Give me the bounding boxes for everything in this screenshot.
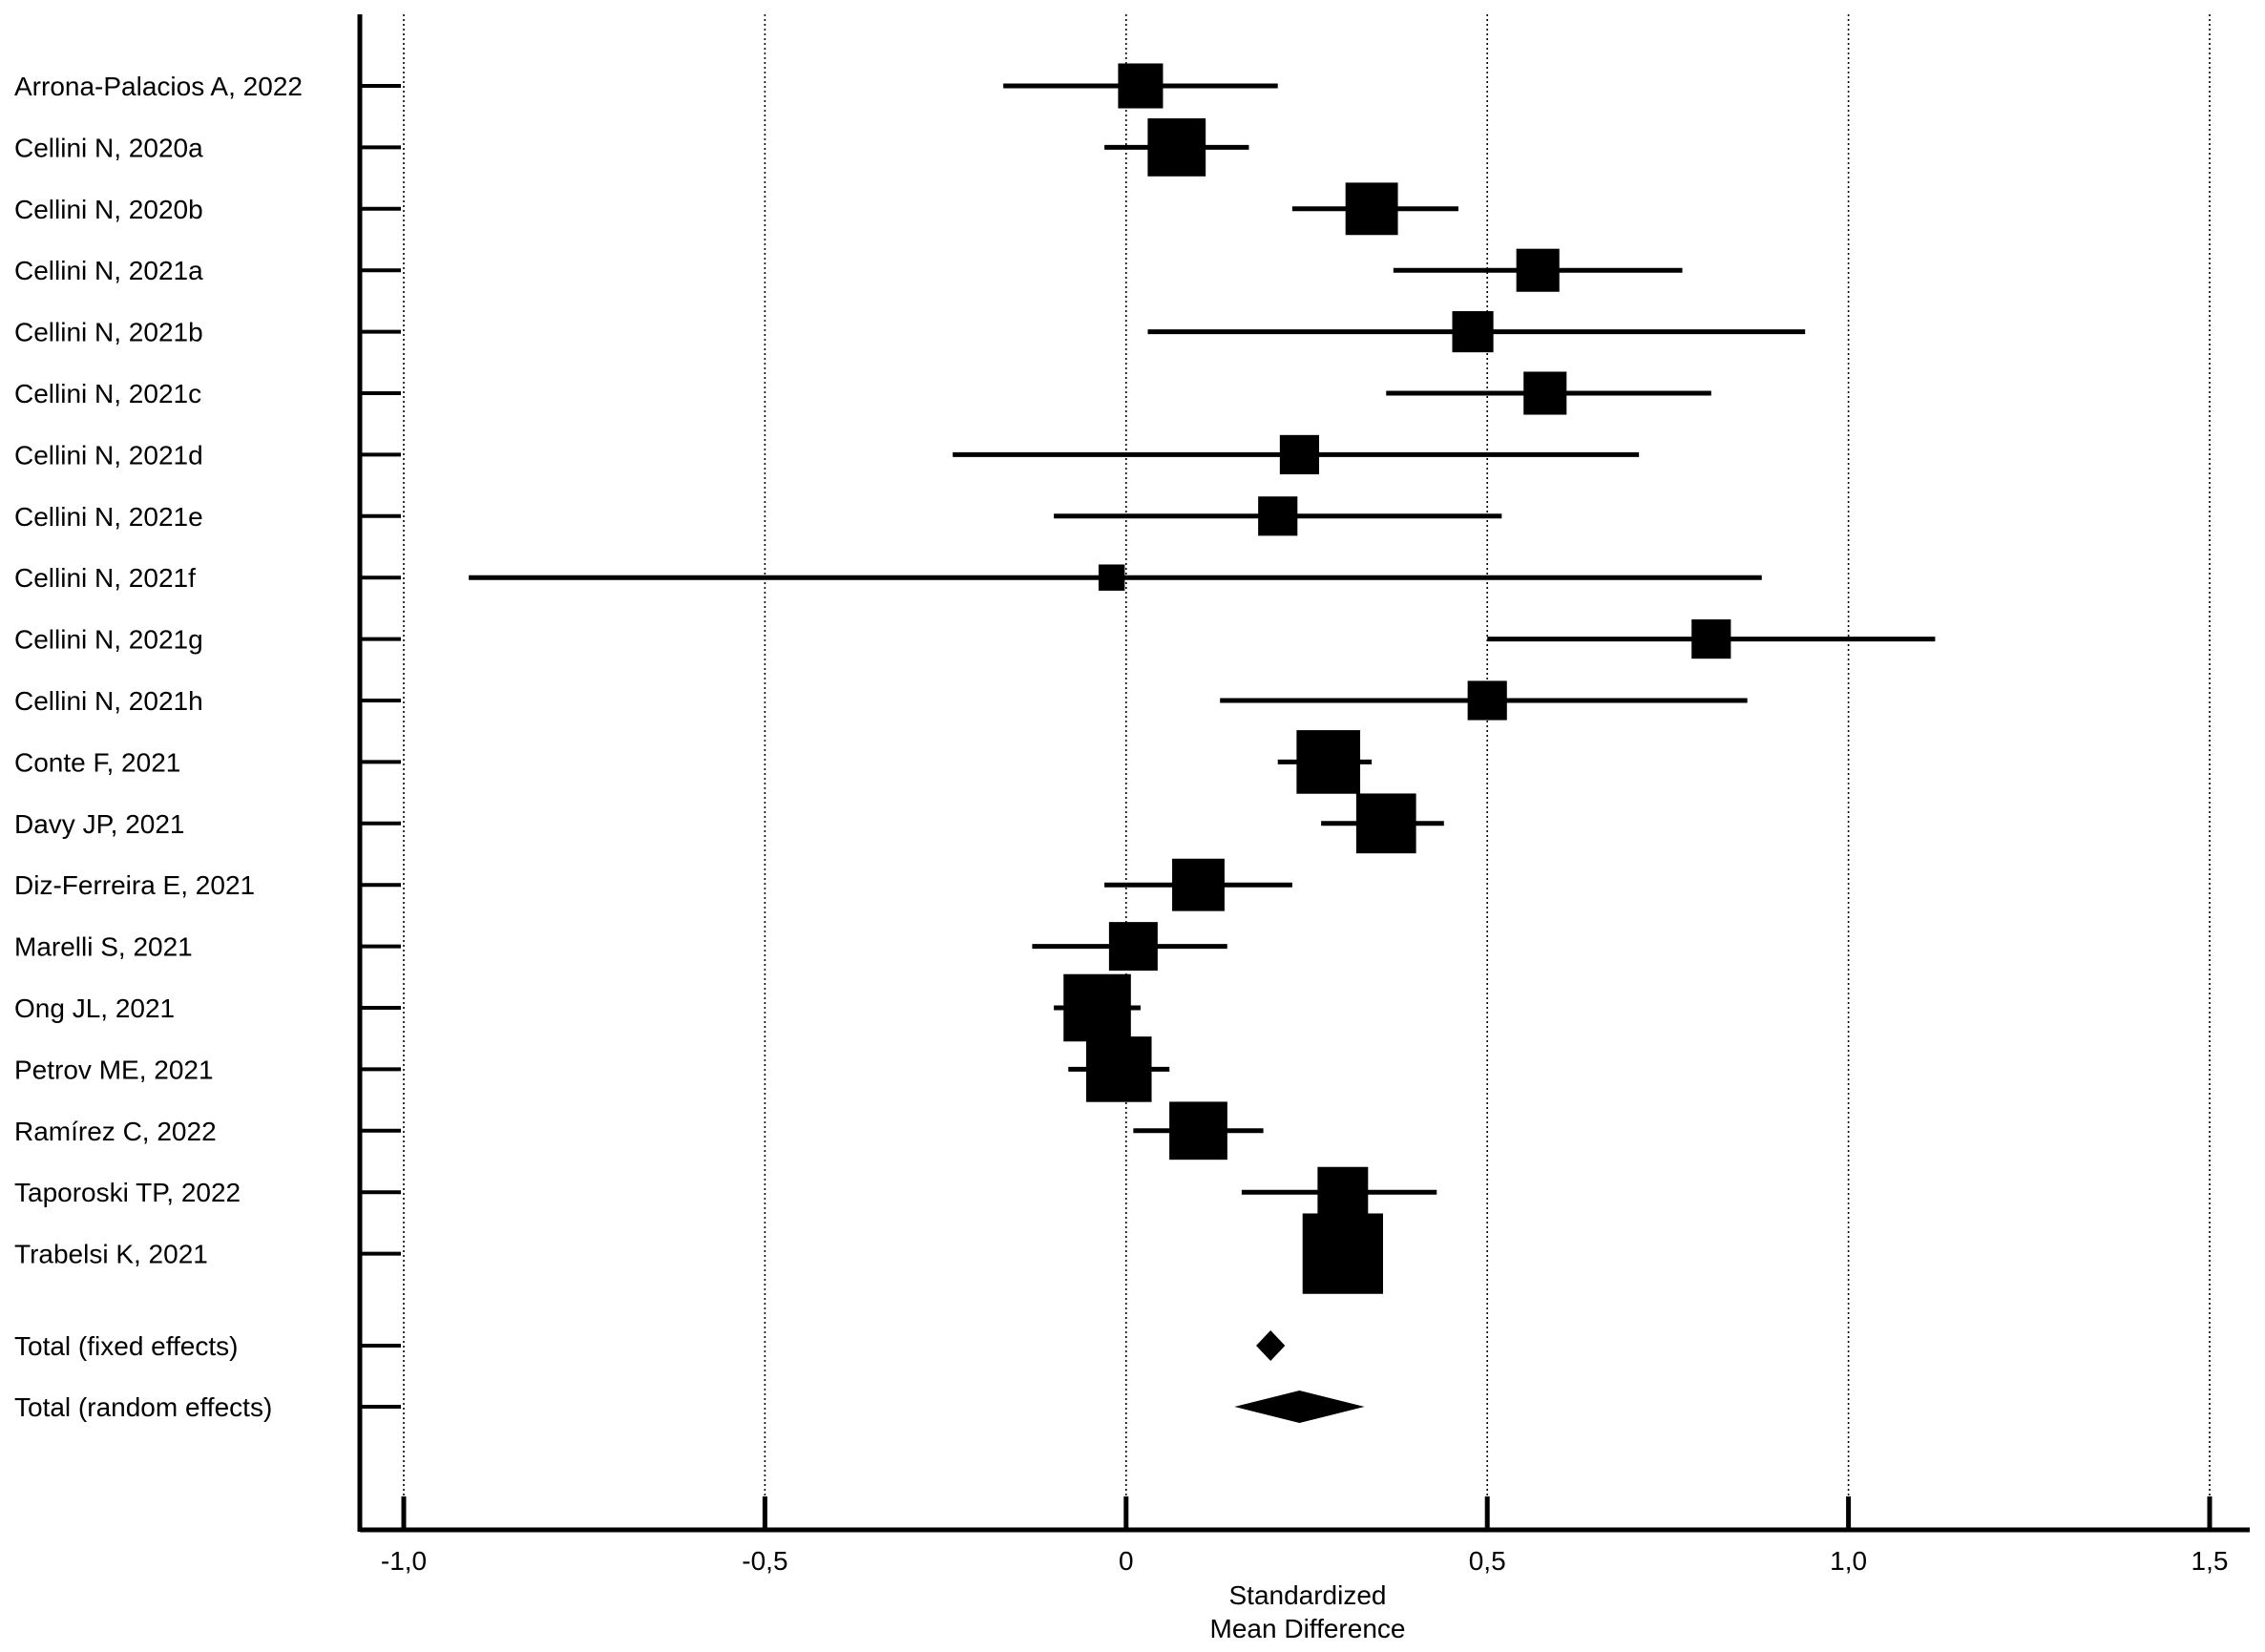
- x-tick-label-5: 1,5: [2192, 1546, 2229, 1576]
- effect-square-18: [1317, 1166, 1369, 1218]
- study-label-15: Ong JL, 2021: [14, 993, 175, 1023]
- x-axis-title-line-2: Mean Difference: [1210, 1614, 1406, 1643]
- labels-layer: -1,0 -0,5 0 0,5 1,0 1,5 Arrona-Palacios A, 202…: [14, 72, 2228, 1576]
- effect-square-13: [1172, 858, 1225, 911]
- study-label-14: Marelli S, 2021: [14, 932, 193, 962]
- study-label-2: Cellini N, 2020b: [14, 195, 203, 224]
- effect-square-19: [1302, 1213, 1383, 1294]
- effect-square-5: [1523, 371, 1567, 415]
- effect-square-6: [1279, 434, 1320, 474]
- study-label-0: Arrona-Palacios A, 2022: [14, 72, 303, 101]
- effect-square-8: [1098, 564, 1125, 591]
- effect-square-14: [1108, 922, 1158, 972]
- effect-square-3: [1516, 248, 1560, 292]
- study-label-17: Ramírez C, 2022: [14, 1117, 217, 1146]
- x-tick-label-1: -0,5: [742, 1546, 787, 1576]
- total-label-1: Total (random effects): [14, 1392, 272, 1422]
- study-label-9: Cellini N, 2021g: [14, 625, 203, 655]
- effect-square-15: [1063, 973, 1131, 1042]
- study-label-3: Cellini N, 2021a: [14, 256, 203, 285]
- total-diamond-0: [1256, 1330, 1286, 1361]
- x-tick-label-3: 0,5: [1469, 1546, 1506, 1576]
- effect-square-9: [1691, 619, 1731, 659]
- marks-layer: [469, 63, 1936, 1423]
- total-diamond-1: [1234, 1391, 1365, 1423]
- effect-square-16: [1085, 1036, 1152, 1102]
- axis-layer: [357, 14, 2250, 1533]
- study-label-1: Cellini N, 2020a: [14, 133, 203, 162]
- x-axis-title-line-1: Standardized: [1228, 1580, 1386, 1610]
- x-tick-label-4: 1,0: [1830, 1546, 1867, 1576]
- effect-square-2: [1345, 182, 1398, 236]
- study-label-7: Cellini N, 2021e: [14, 502, 203, 532]
- effect-square-0: [1118, 63, 1164, 109]
- study-label-10: Cellini N, 2021h: [14, 686, 203, 716]
- study-label-11: Conte F, 2021: [14, 747, 180, 777]
- effect-square-12: [1355, 793, 1416, 854]
- x-tick-label-2: 0: [1119, 1546, 1134, 1576]
- study-label-8: Cellini N, 2021f: [14, 563, 196, 593]
- study-label-18: Taporoski TP, 2022: [14, 1178, 241, 1207]
- effect-square-17: [1169, 1101, 1227, 1161]
- total-label-0: Total (fixed effects): [14, 1331, 238, 1361]
- study-label-19: Trabelsi K, 2021: [14, 1240, 208, 1269]
- study-label-13: Diz-Ferreira E, 2021: [14, 870, 255, 900]
- effect-square-7: [1258, 496, 1298, 536]
- study-label-16: Petrov ME, 2021: [14, 1055, 214, 1084]
- effect-square-1: [1147, 118, 1206, 177]
- study-label-6: Cellini N, 2021d: [14, 440, 203, 470]
- study-label-4: Cellini N, 2021b: [14, 318, 203, 347]
- x-tick-label-0: -1,0: [381, 1546, 427, 1576]
- effect-square-11: [1296, 730, 1361, 794]
- effect-square-10: [1467, 680, 1507, 721]
- study-label-5: Cellini N, 2021c: [14, 379, 201, 408]
- study-label-12: Davy JP, 2021: [14, 809, 185, 839]
- effect-square-4: [1452, 311, 1494, 353]
